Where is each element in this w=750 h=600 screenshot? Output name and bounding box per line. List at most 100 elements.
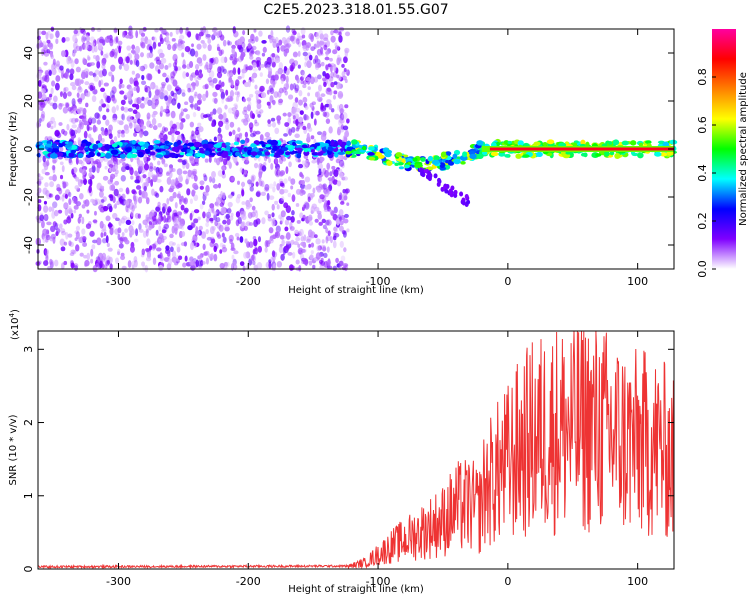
spectrogram-noise-blob xyxy=(227,194,233,199)
spectrogram-noise-blob xyxy=(336,74,340,79)
spectrogram-noise-blob xyxy=(77,179,83,187)
spectrogram-noise-blob xyxy=(145,214,149,221)
spectrogram-noise-blob xyxy=(256,60,260,68)
spectrogram-noise-blob xyxy=(99,185,105,190)
spectrogram-noise-blob xyxy=(271,56,275,64)
spectrogram-band-blob xyxy=(148,145,154,151)
spectrogram-noise-blob xyxy=(252,236,257,240)
spectrogram-noise-blob xyxy=(196,106,201,111)
spectrogram-noise-blob xyxy=(236,236,240,241)
spectrogram-noise-blob xyxy=(189,256,194,262)
spectrogram-noise-blob xyxy=(239,133,243,140)
spectrogram-noise-blob xyxy=(83,254,88,259)
colorbar-tick-label: 0.8 xyxy=(696,68,709,86)
spectrogram-noise-blob xyxy=(157,122,162,128)
spectrogram-noise-blob xyxy=(50,87,54,95)
spectrogram-noise-blob xyxy=(303,113,307,121)
spectrogram-noise-blob xyxy=(52,174,57,182)
spectrogram-band-blob xyxy=(368,146,375,151)
spectrogram-noise-blob xyxy=(257,236,262,243)
spectrogram-band-blob xyxy=(431,159,440,165)
spectrogram-noise-blob xyxy=(177,255,183,261)
spectrogram-noise-blob xyxy=(84,81,90,86)
spectrogram-noise-blob xyxy=(158,232,164,240)
spectrogram-noise-blob xyxy=(255,92,259,101)
spectrogram-noise-blob xyxy=(121,265,127,271)
x-tick-label: 0 xyxy=(504,575,511,588)
spectrogram-noise-blob xyxy=(231,47,236,55)
spectrogram-noise-blob xyxy=(141,96,145,101)
spectrogram-noise-blob xyxy=(246,48,250,53)
spectrogram-noise-blob xyxy=(272,256,276,261)
spectrogram-noise-blob xyxy=(89,62,95,66)
spectrogram-noise-blob xyxy=(121,31,126,38)
spectrogram-noise-blob xyxy=(182,59,186,68)
spectrogram-noise-blob xyxy=(128,86,134,95)
spectrogram-noise-blob xyxy=(239,261,245,267)
spectrogram-band-blob xyxy=(659,152,668,157)
x-tick-label: -100 xyxy=(366,575,391,588)
spectrogram-noise-blob xyxy=(47,135,53,140)
spectrogram-noise-blob xyxy=(314,234,318,239)
y-tick-label: 3 xyxy=(22,346,35,353)
spectrogram-noise-blob xyxy=(264,240,269,248)
spectrogram-noise-blob xyxy=(42,75,48,82)
spectrogram-noise-blob xyxy=(114,48,119,57)
spectrogram-noise-blob xyxy=(268,183,274,189)
spectrogram-noise-blob xyxy=(115,217,120,222)
spectrogram-noise-blob xyxy=(298,264,302,272)
spectrogram-band-blob xyxy=(337,139,343,146)
spectrogram-noise-blob xyxy=(134,170,138,177)
spectrogram-noise-blob xyxy=(213,245,218,253)
spectrogram-noise-blob xyxy=(207,38,212,44)
spectrogram-noise-blob xyxy=(101,58,107,66)
spectrogram-noise-blob xyxy=(146,52,151,59)
spectrogram-noise-blob xyxy=(146,39,152,46)
spectrogram-noise-blob xyxy=(211,177,216,184)
spectrogram-noise-blob xyxy=(52,102,58,110)
spectrogram-noise-blob xyxy=(283,133,288,137)
spectrogram-noise-blob xyxy=(344,130,350,138)
spectrogram-noise-blob xyxy=(213,136,217,142)
spectrogram-noise-blob xyxy=(291,210,295,216)
spectrogram-noise-blob xyxy=(59,91,63,97)
spectrogram-noise-blob xyxy=(247,100,252,108)
spectrogram-noise-blob xyxy=(147,170,154,178)
spectrogram-noise-blob xyxy=(92,160,99,165)
spectrogram-noise-blob xyxy=(213,98,218,105)
spectrogram-noise-blob xyxy=(86,252,91,261)
spectrogram-noise-blob xyxy=(295,259,300,265)
spectrogram-noise-blob xyxy=(198,253,203,262)
spectrogram-noise-blob xyxy=(310,34,315,42)
spectrogram-noise-blob xyxy=(296,219,301,224)
spectrogram-noise-blob xyxy=(270,117,276,122)
snr-y-axis-label: SNR (10 * v/v) xyxy=(8,414,19,485)
spectrogram-noise-blob xyxy=(180,111,184,117)
spectrogram-noise-blob xyxy=(334,42,338,47)
spectrogram-noise-blob xyxy=(244,238,249,244)
spectrogram-noise-blob xyxy=(200,112,205,120)
spectrogram-noise-blob xyxy=(299,110,304,115)
spectrogram-band-blob xyxy=(445,151,452,156)
spectrogram-noise-blob xyxy=(339,201,345,205)
spectrogram-noise-blob xyxy=(152,41,157,50)
spectrogram-noise-blob xyxy=(76,92,80,98)
spectrogram-noise-blob xyxy=(305,44,310,51)
spectrogram-noise-blob xyxy=(223,56,228,63)
spectrogram-noise-blob xyxy=(193,174,198,182)
spectrogram-noise-blob xyxy=(214,220,218,227)
spectrogram-band-blob xyxy=(247,149,252,156)
spectrogram-noise-blob xyxy=(121,215,127,221)
spectrogram-noise-blob xyxy=(276,183,281,191)
spectrogram-noise-blob xyxy=(75,231,80,240)
spectrogram-noise-blob xyxy=(256,99,262,104)
spectrogram-noise-blob xyxy=(146,44,152,51)
spectrogram-noise-blob xyxy=(109,227,114,236)
spectrogram-noise-blob xyxy=(181,159,187,166)
spectrogram-noise-blob xyxy=(61,230,67,236)
spectrogram-noise-blob xyxy=(294,87,299,94)
spectrogram-noise-blob xyxy=(164,95,169,101)
spectrogram-noise-blob xyxy=(92,124,97,133)
spectrogram-noise-blob xyxy=(338,262,342,270)
spectrogram-noise-blob xyxy=(212,27,218,33)
